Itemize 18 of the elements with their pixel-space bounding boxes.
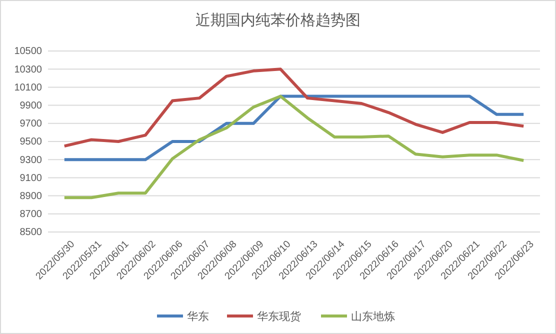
y-tick-label: 8500: [20, 227, 42, 238]
y-tick-label: 9900: [20, 100, 42, 112]
legend-label: 华东现货: [257, 310, 301, 323]
legend-label: 山东地炼: [351, 310, 395, 323]
y-tick-label: 8900: [20, 191, 42, 202]
legend-label: 华东: [187, 310, 209, 323]
line-series: [62, 94, 526, 200]
y-tick-label: 10100: [14, 82, 42, 94]
line-series: [62, 94, 526, 162]
y-tick-label: 9500: [20, 136, 42, 148]
chart-title: 近期国内纯苯价格趋势图: [196, 11, 360, 29]
y-tick-label: 10300: [14, 64, 42, 76]
y-tick-label: 9300: [20, 154, 42, 166]
y-tick-label: 10500: [14, 46, 42, 58]
y-tick-label: 9700: [20, 118, 42, 130]
line-series: [62, 68, 526, 148]
y-tick-label: 8700: [20, 209, 42, 220]
y-tick-label: 9100: [20, 172, 42, 184]
